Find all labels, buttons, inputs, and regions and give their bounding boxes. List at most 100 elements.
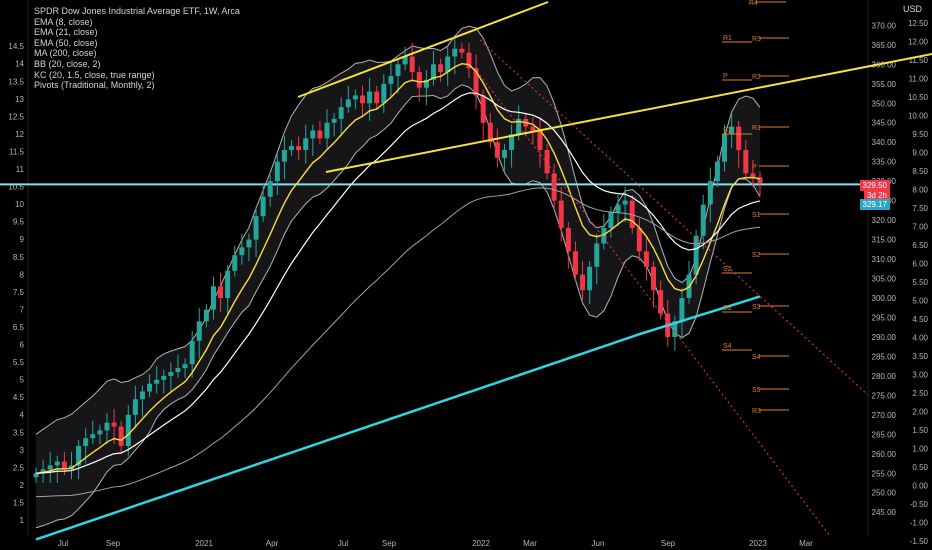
candle-body: [580, 274, 586, 291]
candle-body: [189, 340, 195, 365]
candle-body: [409, 56, 415, 73]
candle-body: [47, 465, 53, 470]
candle-body: [750, 173, 756, 178]
ema-50-line: [35, 187, 761, 498]
left-tick-label: 4: [20, 411, 25, 420]
pivot-label: R3: [752, 36, 761, 43]
price-tick-label: 355.00: [872, 80, 897, 89]
pct-tick-label: 9.50: [912, 130, 928, 139]
candle-body: [111, 422, 117, 427]
price-tick-label: 260.00: [872, 450, 897, 459]
left-tick-label: 11.5: [9, 147, 25, 156]
candle-body: [381, 83, 387, 104]
legend-bb: BB (20, close, 2): [34, 58, 101, 69]
pct-tick-label: 11.00: [909, 75, 929, 84]
trendline-lower: [325, 53, 932, 173]
candle-body: [218, 286, 224, 298]
x-tick-label: Sep: [661, 539, 676, 548]
left-tick-label: 9.5: [13, 218, 25, 227]
pivot-label-prev: S2: [723, 266, 732, 273]
candle-body: [196, 321, 202, 341]
candle-body: [147, 383, 153, 392]
price-tick-label: 300.00: [872, 294, 897, 303]
price-tick-label: 295.00: [872, 313, 897, 322]
bollinger-lower: [35, 84, 761, 529]
candle-body: [310, 130, 316, 139]
price-tick-label: 255.00: [872, 469, 897, 478]
candle-body: [473, 68, 479, 96]
price-tick-label: 370.00: [872, 21, 897, 30]
legend-kc: KC (20, 1.5, close, true range): [34, 69, 155, 80]
candle-body: [558, 200, 564, 228]
price-tick-label: 270.00: [872, 411, 897, 420]
candle-body: [487, 122, 493, 143]
candle-body: [161, 375, 167, 380]
price-tick-label: 360.00: [872, 60, 897, 69]
candle-body: [289, 146, 295, 150]
candle-body: [601, 227, 607, 244]
candle-body: [395, 64, 401, 76]
candle-body: [693, 235, 699, 275]
price-tick-label: 290.00: [872, 333, 897, 342]
candle-body: [367, 91, 373, 104]
price-tick-label: 280.00: [872, 372, 897, 381]
candle-body: [672, 321, 678, 337]
pct-tick-label: 7.00: [912, 223, 928, 232]
candle-body: [501, 150, 507, 158]
candle-body: [736, 126, 742, 150]
candle-body: [303, 138, 309, 150]
candle-body: [551, 173, 557, 201]
price-tick-label: 285.00: [872, 352, 897, 361]
candle-body: [537, 130, 543, 150]
left-tick-label: 12.5: [8, 112, 24, 121]
pct-tick-label: 5.00: [912, 297, 928, 306]
hline-price-tag: 329.17: [859, 199, 890, 210]
time-axis-bg: [0, 536, 932, 550]
left-tick-label: 6.5: [13, 323, 25, 332]
candle-body: [430, 64, 436, 80]
left-tick-label: 4.5: [13, 393, 25, 402]
pct-tick-label: 10.00: [908, 112, 929, 121]
x-tick-label: Sep: [106, 539, 121, 548]
candle-body: [516, 118, 522, 135]
candle-body: [239, 247, 245, 256]
candle-body: [317, 130, 323, 139]
left-tick-label: 7.5: [13, 288, 25, 297]
candle-body: [374, 91, 380, 104]
candle-body: [352, 95, 358, 100]
price-tick-label: 365.00: [872, 41, 897, 50]
price-tick-label: 275.00: [872, 391, 897, 400]
candle-body: [636, 227, 642, 252]
last-price-tag: 329.50: [859, 180, 890, 191]
candle-body: [466, 52, 472, 69]
candle-body: [416, 72, 422, 88]
candle-body: [90, 434, 96, 439]
ma-200-line: [35, 295, 761, 541]
candle-body: [76, 446, 82, 466]
price-tick-label: 320.00: [872, 216, 897, 225]
candle-body: [622, 200, 628, 205]
price-tick-label: 250.00: [872, 489, 897, 498]
legend-symbol: SPDR Dow Jones Industrial Average ETF, 1…: [34, 6, 240, 16]
pct-tick-label: 11.50: [909, 56, 929, 65]
pct-tick-label: 0.50: [912, 463, 928, 472]
candle-body: [104, 422, 110, 431]
pct-tick-label: 9.00: [912, 149, 928, 158]
candle-body: [54, 461, 60, 466]
left-tick-label: 9: [20, 235, 25, 244]
pct-tick-label: 10.50: [908, 93, 929, 102]
ema-8-line: [35, 62, 761, 474]
x-tick-label: Sep: [382, 539, 397, 548]
x-tick-label: 2021: [195, 539, 213, 548]
price-tick-label: 340.00: [872, 138, 897, 147]
candle-body: [658, 290, 664, 314]
candle-body: [225, 270, 231, 298]
pct-tick-label: -0.50: [910, 500, 929, 509]
price-tick-label: 265.00: [872, 430, 897, 439]
candle-body: [324, 122, 330, 139]
candle-body: [281, 150, 287, 162]
pct-tick-label: 3.50: [912, 352, 928, 361]
candle-body: [338, 107, 344, 119]
